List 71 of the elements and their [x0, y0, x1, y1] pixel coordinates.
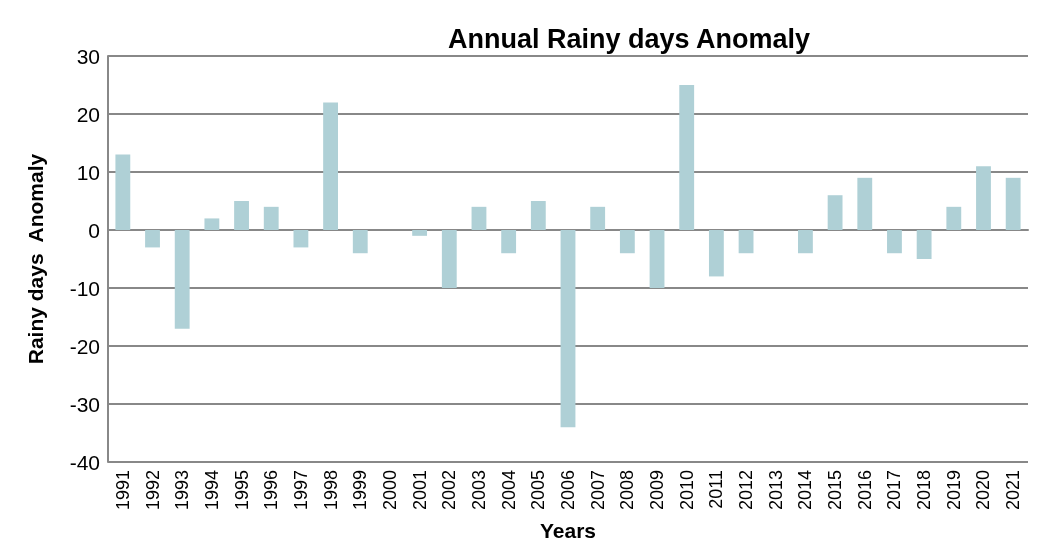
x-tick-label: 2012	[736, 470, 757, 511]
x-tick-label: 2015	[825, 470, 846, 511]
x-tick-label: 2016	[854, 470, 875, 511]
bar	[679, 85, 695, 231]
x-tick-label: 2014	[795, 470, 816, 511]
x-tick-label: 2009	[647, 470, 668, 511]
bar	[263, 206, 279, 231]
bar	[145, 230, 160, 248]
x-tick-label: 2001	[409, 470, 430, 511]
x-tick-label: 1999	[350, 470, 371, 511]
x-tick-label: 2013	[765, 470, 786, 511]
x-tick-label: 2018	[914, 470, 935, 511]
y-tick-label: -30	[69, 392, 100, 416]
y-tick-label: 10	[76, 160, 100, 184]
bar	[441, 230, 457, 289]
y-tick-label: -20	[69, 334, 100, 358]
x-tick-label: 2008	[617, 470, 638, 511]
y-tick-label: -40	[69, 450, 100, 474]
y-tick-label: 0	[88, 218, 100, 242]
bar	[115, 154, 131, 231]
x-tick-label: 2021	[1003, 470, 1024, 511]
x-tick-label: 2017	[884, 470, 905, 511]
x-tick-label: 2019	[943, 470, 964, 511]
bar	[323, 102, 338, 231]
x-tick-label: 2010	[676, 470, 697, 511]
x-tick-label: 2020	[973, 470, 994, 511]
x-tick-label: 1996	[261, 470, 282, 511]
x-tick-label: 2006	[558, 470, 578, 511]
x-axis-title: Years	[539, 518, 597, 542]
bar	[887, 230, 902, 254]
y-tick-label: -10	[69, 276, 100, 300]
x-tick-label: 2004	[498, 470, 519, 511]
x-tick-label: 2005	[528, 470, 549, 511]
bar	[352, 230, 368, 254]
bar	[708, 230, 724, 277]
bar	[857, 177, 873, 231]
x-tick-label: 1994	[201, 470, 222, 511]
y-tick-label: 20	[76, 102, 100, 126]
bar	[798, 230, 813, 254]
x-tick-label: 1991	[112, 470, 133, 511]
bar	[827, 195, 843, 231]
bar	[560, 230, 576, 428]
bar	[174, 230, 190, 329]
bar	[293, 230, 309, 248]
bar	[619, 230, 635, 254]
bar	[234, 201, 249, 231]
bar	[501, 230, 517, 254]
bar	[946, 206, 962, 231]
bar	[204, 218, 220, 231]
y-axis-title: Rainy days Anomaly	[24, 153, 47, 365]
bar	[412, 230, 428, 236]
bar	[530, 201, 546, 231]
bar	[738, 230, 754, 254]
x-tick-label: 2000	[379, 470, 400, 511]
chart-title: Annual Rainy days Anomaly	[448, 23, 811, 54]
x-tick-label: 1998	[320, 470, 341, 511]
bar	[1005, 177, 1021, 231]
x-tick-label: 1993	[172, 470, 193, 511]
bar	[590, 206, 606, 231]
x-tick-label: 1997	[290, 470, 311, 511]
x-tick-label: 2007	[587, 470, 608, 511]
bar	[471, 206, 487, 231]
x-tick-label: 2011	[706, 470, 727, 509]
x-tick-label: 1995	[231, 470, 252, 511]
y-tick-label: 30	[76, 44, 100, 68]
bar	[976, 166, 991, 231]
x-tick-label: 1992	[142, 470, 163, 511]
bar	[916, 230, 932, 260]
x-tick-label: 2003	[468, 470, 489, 511]
x-tick-label: 2002	[439, 470, 460, 511]
bar	[649, 230, 665, 289]
